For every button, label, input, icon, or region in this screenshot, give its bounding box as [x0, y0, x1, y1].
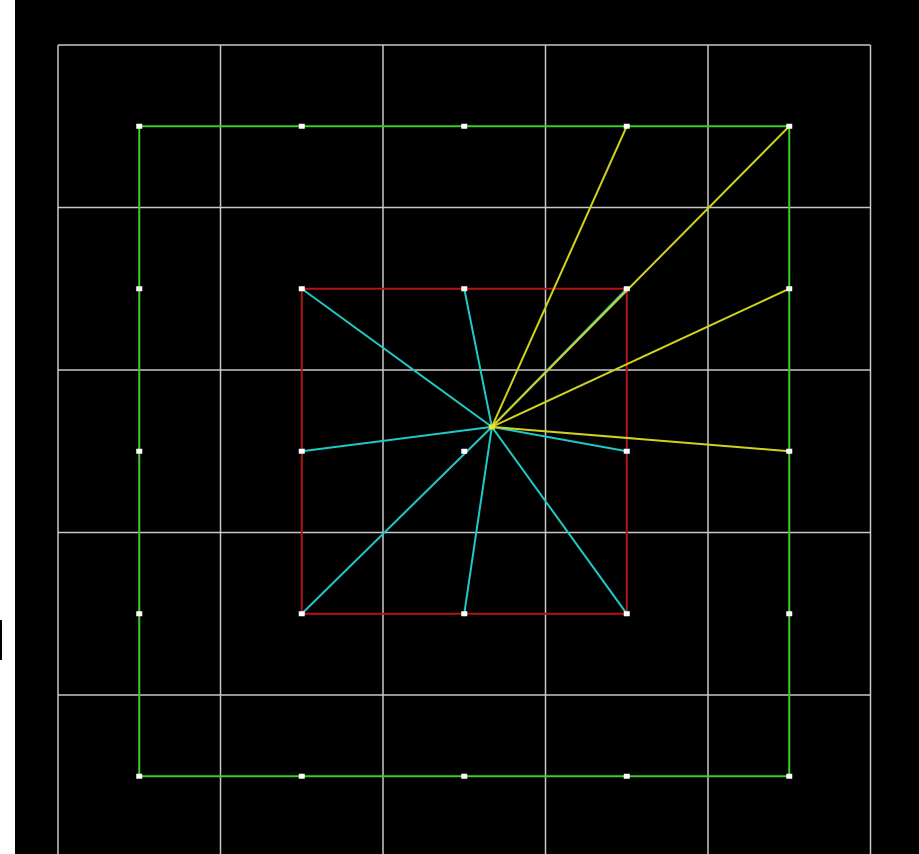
edge-handle[interactable] — [0, 620, 2, 660]
outer-vertex — [461, 773, 468, 779]
inner-vertex — [461, 448, 468, 454]
inner-vertex — [298, 448, 305, 454]
outer-vertex — [786, 611, 793, 617]
inner-vertex — [461, 286, 468, 292]
grid-layer — [57, 44, 872, 854]
outer-vertex — [298, 773, 305, 779]
diagram-canvas[interactable] — [15, 0, 919, 854]
outer-ray — [491, 125, 790, 428]
outer-vertex — [786, 773, 793, 779]
outer-vertex — [786, 286, 793, 292]
rays-layer — [301, 125, 790, 615]
inner-vertex — [298, 286, 305, 292]
outer-vertex — [298, 123, 305, 129]
outer-ray — [491, 287, 790, 428]
outer-vertex — [136, 773, 143, 779]
outer-vertex — [786, 448, 793, 454]
outer-vertex — [623, 773, 630, 779]
outer-vertex — [786, 123, 793, 129]
outer-ray — [491, 425, 790, 453]
inner-ray — [491, 425, 627, 453]
outer-vertex — [136, 611, 143, 617]
inner-vertex — [623, 448, 630, 454]
inner-ray — [463, 426, 493, 614]
outer-vertex — [136, 448, 143, 454]
inner-ray — [463, 288, 493, 428]
outer-vertex — [461, 123, 468, 129]
inner-vertex — [298, 611, 305, 617]
points-layer — [136, 123, 793, 779]
inner-ray — [301, 287, 493, 428]
outer-vertex — [136, 123, 143, 129]
drawing-viewport[interactable] — [15, 0, 919, 854]
inner-vertex — [623, 286, 630, 292]
inner-vertex — [461, 611, 468, 617]
center-vertex — [488, 424, 495, 430]
inner-ray — [491, 426, 628, 615]
outer-ray — [490, 125, 628, 428]
inner-ray — [301, 425, 493, 453]
outer-vertex — [623, 123, 630, 129]
outer-vertex — [136, 286, 143, 292]
inner-vertex — [623, 611, 630, 617]
inner-ray — [301, 426, 493, 615]
